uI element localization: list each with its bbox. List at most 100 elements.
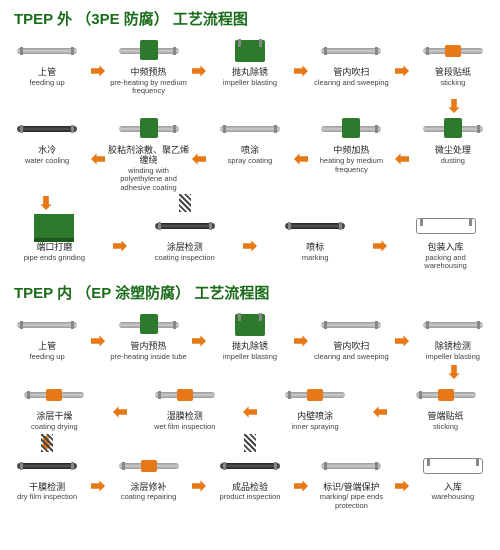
step-label-cn: 中频加热	[333, 146, 369, 156]
step-label-cn: 管内吹扫	[333, 342, 369, 352]
step-label-cn: 胶粘剂涂敷、聚乙烯缠绕	[106, 146, 191, 166]
process-step: 微尘处理 dusting	[410, 115, 495, 165]
step-label-cn: 上管	[38, 68, 56, 78]
step-icon	[215, 115, 285, 143]
step-label-en: dusting	[441, 157, 465, 165]
process-step: 管内预热 pre-heating inside tube	[106, 311, 191, 361]
step-icon	[316, 452, 386, 480]
step-label-en: warehousing	[432, 493, 475, 501]
step-icon	[215, 311, 285, 339]
step-icon	[12, 37, 82, 65]
step-label-en: pre-heating by medium frequency	[106, 79, 191, 96]
step-icon	[114, 452, 184, 480]
process-step: 中频加热 heating by medium frequency	[309, 115, 394, 173]
step-label-en: clearing and sweeping	[314, 79, 389, 87]
step-label-cn: 喷标	[306, 243, 324, 253]
step-label-cn: 抛丸除锈	[232, 68, 268, 78]
step-icon	[150, 212, 220, 240]
title-inner: TPEP 内 （EP 涂塑防腐） 工艺流程图	[4, 282, 496, 303]
arrow-right-icon	[113, 239, 127, 253]
step-label-cn: 抛丸除锈	[232, 342, 268, 352]
arrow-left-icon	[91, 152, 105, 166]
step-label-cn: 管端贴纸	[428, 412, 464, 422]
step-label-cn: 水冷	[38, 146, 56, 156]
step-label-cn: 包装入库	[428, 243, 464, 253]
process-step: 包装入库 packing and warehousing	[403, 212, 488, 270]
step-label-en: impeller blasting	[426, 353, 480, 361]
step-label-cn: 中频预热	[131, 68, 167, 78]
step-label-en: marking/ pipe ends protection	[309, 493, 394, 510]
step-label-cn: 干膜检测	[29, 483, 65, 493]
step-label-en: spray coating	[228, 157, 273, 165]
arrow-down-icon	[447, 365, 461, 379]
step-label-en: impeller blasting	[223, 353, 277, 361]
process-step: 喷标 marking	[273, 212, 358, 262]
step-label-cn: 除锈检测	[435, 342, 471, 352]
arrow-left-icon	[192, 152, 206, 166]
step-label-en: marking	[302, 254, 329, 262]
step-icon	[150, 381, 220, 409]
step-label-cn: 涂层修补	[131, 483, 167, 493]
arrow-right-icon	[192, 334, 206, 348]
step-label-cn: 微尘处理	[435, 146, 471, 156]
process-step: 涂层修补 coating repairing	[106, 452, 191, 502]
step-icon	[12, 452, 82, 480]
process-step: 入库 warehousing	[410, 452, 495, 502]
arrow-left-icon	[373, 405, 387, 419]
step-label-en: product inspection	[220, 493, 281, 501]
step-label-en: impeller blasting	[223, 79, 277, 87]
step-icon	[411, 212, 481, 240]
step-label-cn: 管内预热	[131, 342, 167, 352]
step-label-cn: 喷涂	[241, 146, 259, 156]
flow-inner: 上管 feeding up 管内预热 pre-heating inside tu…	[4, 311, 496, 510]
step-label-en: winding with polyethylene and adhesive c…	[106, 167, 191, 192]
step-icon	[418, 115, 488, 143]
step-icon	[114, 115, 184, 143]
process-step: 管内吹扫 clearing and sweeping	[309, 311, 394, 361]
step-label-en: pipe ends grinding	[24, 254, 85, 262]
step-icon	[12, 311, 82, 339]
process-step: 喷涂 spray coating	[207, 115, 292, 165]
step-icon	[19, 381, 89, 409]
process-step: 上管 feeding up	[5, 311, 90, 361]
step-icon	[114, 311, 184, 339]
process-step: 胶粘剂涂敷、聚乙烯缠绕 winding with polyethylene an…	[106, 115, 191, 192]
arrow-right-icon	[243, 239, 257, 253]
step-icon	[418, 37, 488, 65]
title-outer: TPEP 外 （3PE 防腐） 工艺流程图	[4, 8, 496, 29]
arrow-right-icon	[192, 479, 206, 493]
arrow-left-icon	[243, 405, 257, 419]
arrow-down-icon	[447, 99, 461, 113]
step-label-cn: 管段贴纸	[435, 68, 471, 78]
step-icon	[411, 381, 481, 409]
process-step: 湿膜检测 wet film inspection	[142, 381, 227, 431]
arrow-right-icon	[294, 479, 308, 493]
arrow-down-icon	[39, 196, 53, 210]
process-step: 内壁喷涂 inner spraying	[273, 381, 358, 431]
arrow-right-icon	[373, 239, 387, 253]
process-step: 涂层干燥 coating drying	[12, 381, 97, 431]
arrow-left-icon	[294, 152, 308, 166]
arrow-right-icon	[294, 64, 308, 78]
process-step: 抛丸除锈 impeller blasting	[207, 311, 292, 361]
step-icon	[316, 37, 386, 65]
step-icon	[280, 212, 350, 240]
step-label-cn: 上管	[38, 342, 56, 352]
step-icon	[12, 115, 82, 143]
process-step: 管端贴纸 sticking	[403, 381, 488, 431]
process-step: 干膜检测 dry film inspection	[5, 452, 90, 502]
step-label-en: coating inspection	[155, 254, 215, 262]
step-label-en: pre-heating inside tube	[110, 353, 186, 361]
flow-outer: 上管 feeding up 中频预热 pre-heating by medium…	[4, 37, 496, 270]
step-label-en: clearing and sweeping	[314, 353, 389, 361]
process-step: 除锈检测 impeller blasting	[410, 311, 495, 361]
arrow-left-icon	[395, 152, 409, 166]
arrow-right-icon	[294, 334, 308, 348]
arrow-right-icon	[395, 334, 409, 348]
step-label-en: coating drying	[31, 423, 78, 431]
step-label-cn: 涂层干燥	[36, 412, 72, 422]
step-label-en: coating repairing	[121, 493, 176, 501]
step-label-en: feeding up	[30, 353, 65, 361]
arrow-right-icon	[192, 64, 206, 78]
step-label-cn: 涂层检测	[167, 243, 203, 253]
